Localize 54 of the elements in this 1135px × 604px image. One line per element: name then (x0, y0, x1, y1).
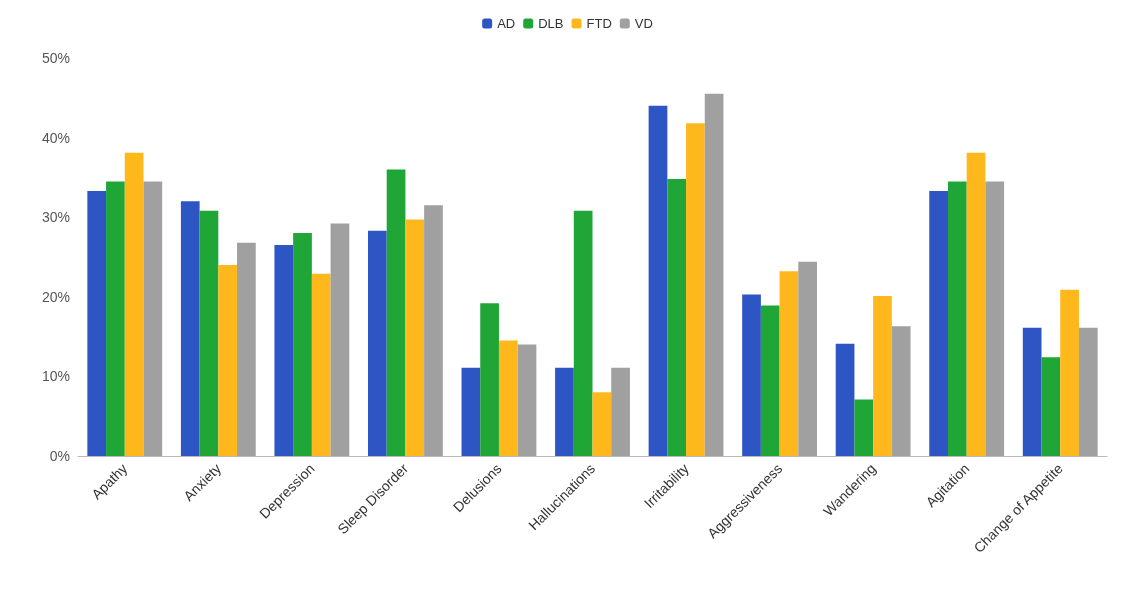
bar (293, 233, 312, 456)
y-tick-label: 10% (41, 368, 70, 385)
bar (947, 181, 967, 456)
legend-label: DLB (538, 16, 564, 31)
bar (985, 181, 1005, 456)
bar (704, 93, 724, 456)
y-tick-label: 30% (41, 209, 70, 226)
bar (929, 190, 948, 456)
bar (592, 392, 612, 456)
bar (330, 223, 350, 456)
bar (461, 367, 481, 456)
bar (555, 367, 574, 456)
legend-label: FTD (586, 16, 612, 31)
bar (667, 178, 687, 456)
bar (517, 344, 537, 456)
bar (124, 152, 144, 456)
bar (873, 296, 892, 456)
bar (1078, 327, 1098, 456)
bar (106, 181, 125, 456)
bar (1022, 327, 1042, 456)
bar (835, 343, 855, 456)
bar (143, 181, 163, 456)
bar (180, 201, 200, 456)
bar (218, 264, 238, 456)
bar (1041, 357, 1061, 456)
bar (237, 242, 256, 456)
bar (424, 205, 443, 456)
bar (854, 399, 874, 456)
bar (274, 245, 294, 456)
y-tick-label: 40% (41, 129, 70, 146)
bar (405, 219, 425, 456)
bar (573, 210, 593, 456)
bar (87, 190, 107, 456)
bar (686, 123, 705, 456)
bar (966, 152, 986, 456)
legend-label: VD (634, 16, 653, 31)
bar (648, 105, 668, 456)
bar (199, 210, 219, 456)
bar (891, 326, 911, 456)
legend-label: AD (497, 16, 516, 31)
y-tick-label: 20% (41, 288, 70, 305)
y-tick-label: 0% (49, 448, 70, 464)
bar (311, 273, 331, 456)
bar (798, 261, 818, 456)
bar (498, 340, 518, 456)
bar (611, 367, 630, 456)
bar (760, 305, 780, 456)
y-tick-label: 50% (41, 50, 70, 66)
bar (779, 271, 799, 456)
bar (367, 230, 387, 456)
bar (480, 303, 499, 456)
bar (1060, 289, 1079, 456)
bar (386, 169, 406, 456)
bar (742, 294, 761, 456)
